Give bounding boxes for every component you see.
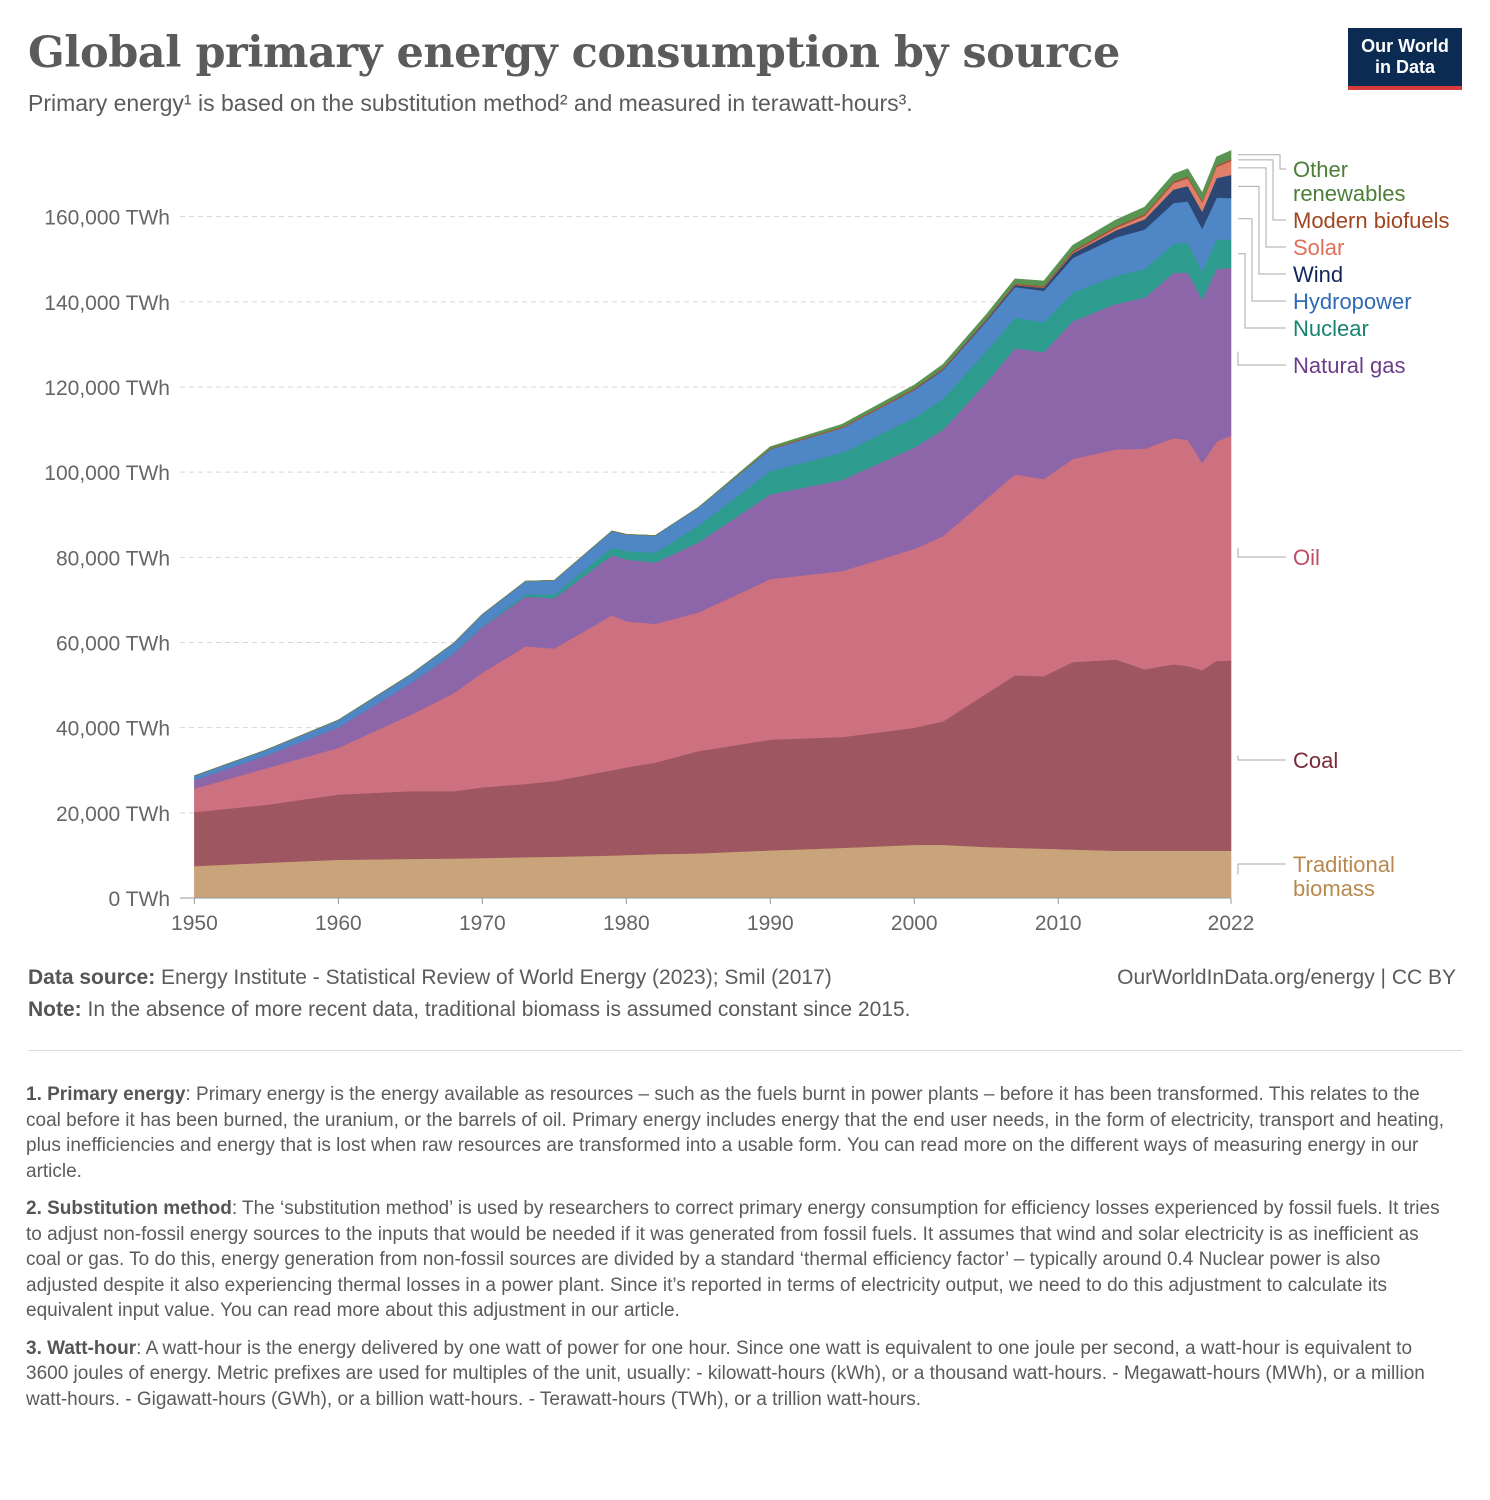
series-label-wind[interactable]: Wind — [1293, 262, 1343, 287]
series-label-traditional-biomass[interactable]: Traditional — [1293, 852, 1395, 877]
y-tick-label: 140,000 TWh — [44, 292, 170, 315]
label-leader-line — [1238, 167, 1286, 248]
y-tick-label: 80,000 TWh — [56, 547, 170, 570]
series-label-coal[interactable]: Coal — [1293, 748, 1338, 773]
footnote-primary-energy: 1. Primary energy: Primary energy is the… — [26, 1082, 1456, 1184]
label-leader-line — [1238, 154, 1286, 170]
x-tick-label: 1990 — [747, 912, 794, 935]
x-tick-label: 2010 — [1035, 912, 1082, 935]
note-text: In the absence of more recent data, trad… — [81, 998, 911, 1021]
series-label-nuclear[interactable]: Nuclear — [1293, 316, 1369, 341]
chart-note: Note: In the absence of more recent data… — [28, 998, 910, 1022]
x-tick-label: 1980 — [603, 912, 650, 935]
series-label-modern-biofuels[interactable]: Modern biofuels — [1293, 208, 1450, 233]
footnote-label: 1. Primary energy — [26, 1084, 186, 1105]
data-source-label: Data source: — [28, 966, 156, 989]
footnotes: 1. Primary energy: Primary energy is the… — [26, 1082, 1456, 1424]
stacked-area-chart: 0 TWh 20,000 TWh 40,000 TWh 60,000 TWh 80,00… — [44, 150, 1450, 935]
area-other-renewables[interactable] — [194, 150, 1232, 777]
footnote-text: : A watt-hour is the energy delivered by… — [26, 1337, 1425, 1410]
label-leader-line — [1238, 159, 1286, 221]
footnote-label: 3. Watt-hour — [26, 1337, 137, 1359]
axes: 0 TWh 20,000 TWh 40,000 TWh 60,000 TWh 80,00… — [44, 207, 1254, 935]
logo-line-1: Our World — [1361, 36, 1449, 56]
label-leader-line — [1238, 185, 1286, 275]
y-tick-label: 20,000 TWh — [56, 803, 170, 826]
data-source: Data source: Energy Institute - Statisti… — [28, 966, 832, 990]
x-tick-label: 1960 — [315, 912, 362, 935]
footnote-substitution-method: 2. Substitution method: The ‘substitutio… — [26, 1196, 1456, 1324]
series-label-natural-gas[interactable]: Natural gas — [1293, 353, 1406, 378]
y-tick-label: 120,000 TWh — [44, 377, 170, 400]
note-label: Note: — [28, 998, 82, 1021]
logo-line-2: in Data — [1374, 57, 1435, 77]
label-leader-line — [1237, 863, 1286, 875]
x-tick-label: 1970 — [459, 912, 506, 935]
y-tick-label: 60,000 TWh — [56, 632, 170, 655]
label-leader-line — [1238, 218, 1286, 302]
series-label-other-renewables[interactable]: Other — [1293, 157, 1348, 182]
label-leader-line — [1238, 253, 1286, 329]
data-source-text: Energy Institute - Statistical Review of… — [155, 966, 832, 989]
x-tick-label: 2022 — [1208, 912, 1255, 935]
series-label-solar[interactable]: Solar — [1293, 235, 1344, 260]
y-tick-label: 40,000 TWh — [56, 718, 170, 741]
series-label-hydropower[interactable]: Hydropower — [1293, 289, 1412, 314]
y-tick-label: 160,000 TWh — [44, 207, 170, 230]
divider — [28, 1050, 1462, 1051]
chart-title: Global primary energy consumption by sou… — [28, 28, 1120, 78]
x-tick-label: 2000 — [891, 912, 938, 935]
label-leader-line — [1237, 755, 1286, 761]
source-url-link[interactable]: OurWorldInData.org/energy | CC BY — [1117, 966, 1456, 989]
footnote-text: : Primary energy is the energy available… — [26, 1084, 1445, 1182]
owid-logo[interactable]: Our World in Data — [1348, 28, 1462, 90]
label-leader-line — [1237, 351, 1286, 366]
y-tick-label: 100,000 TWh — [44, 462, 170, 485]
series-label-other-renewables[interactable]: renewables — [1293, 181, 1406, 206]
y-tick-label: 0 TWh — [109, 888, 170, 911]
x-tick-label: 1950 — [171, 912, 218, 935]
footnote-watt-hour: 3. Watt-hour: A watt-hour is the energy … — [26, 1336, 1456, 1413]
chart-subtitle: Primary energy¹ is based on the substitu… — [28, 90, 913, 116]
label-leader-line — [1237, 548, 1286, 558]
footnote-text: : The ‘substitution method’ is used by r… — [26, 1198, 1440, 1321]
series-label-oil[interactable]: Oil — [1293, 545, 1320, 570]
series-areas — [194, 150, 1232, 899]
series-label-traditional-biomass[interactable]: biomass — [1293, 876, 1375, 901]
footnote-label: 2. Substitution method — [26, 1198, 232, 1219]
